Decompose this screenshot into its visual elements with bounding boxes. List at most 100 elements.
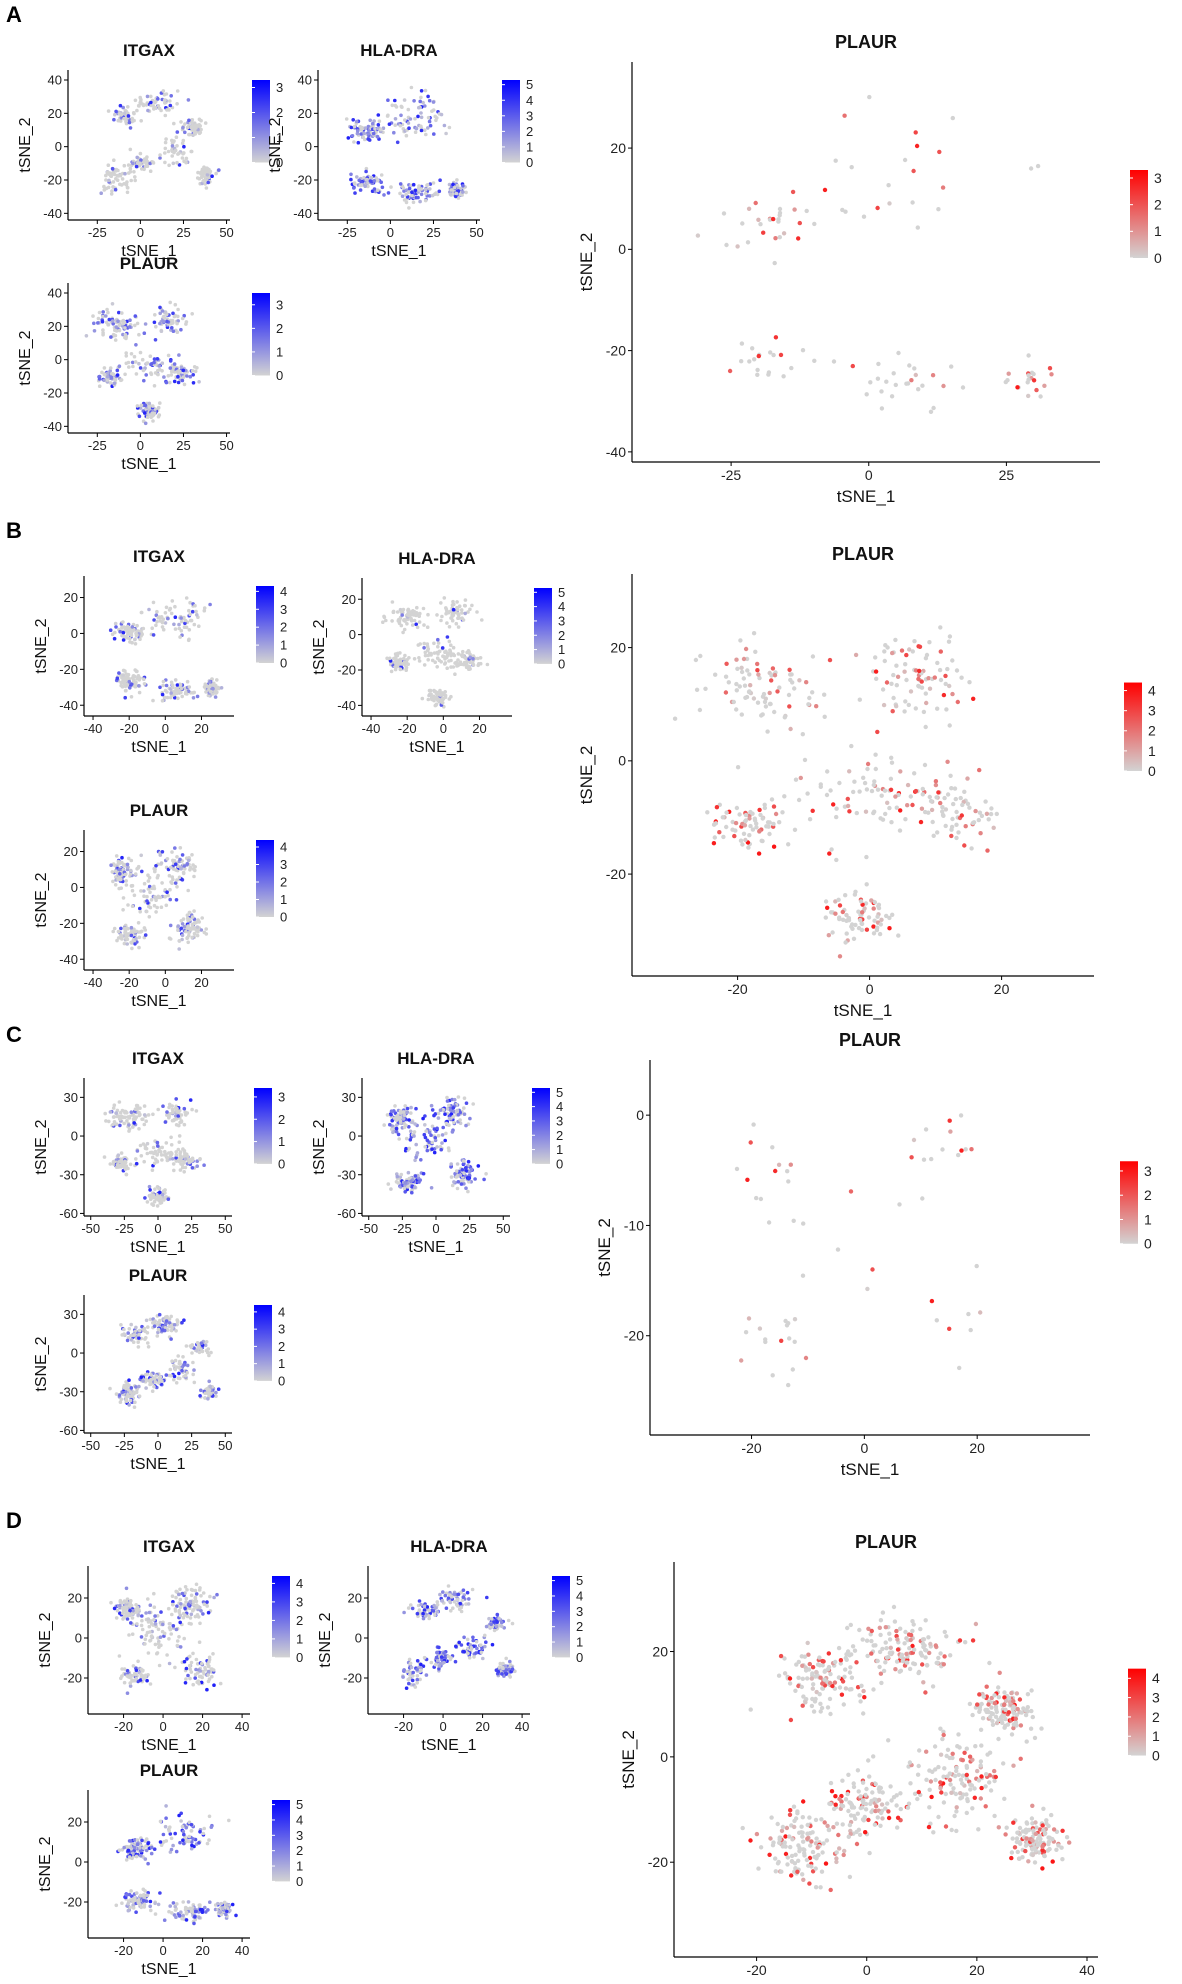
cell-point	[467, 1597, 471, 1601]
cell-point	[176, 374, 180, 379]
cell-point	[133, 98, 138, 103]
cell-point	[91, 314, 95, 318]
cell-point	[92, 321, 96, 326]
cell-point	[449, 188, 454, 192]
cell-point	[121, 679, 125, 683]
cell-point	[941, 383, 946, 389]
x-tick-label: -40	[84, 975, 103, 990]
y-tick-label: -60	[59, 1423, 78, 1438]
cell-point	[195, 613, 199, 617]
cell-point	[126, 903, 130, 907]
cell-point	[897, 828, 903, 833]
cell-point	[772, 709, 777, 715]
cell-point	[158, 1375, 162, 1380]
colorbar-tick-label: 2	[276, 321, 283, 336]
cell-point	[172, 121, 176, 126]
cell-point	[159, 1153, 164, 1157]
cell-point	[197, 380, 201, 384]
cell-point	[210, 1674, 214, 1679]
cell-point	[122, 863, 126, 868]
cell-point	[150, 1389, 155, 1393]
cell-point	[935, 706, 940, 711]
cell-point	[948, 1129, 953, 1134]
cell-point	[771, 352, 776, 358]
cell-point	[890, 650, 895, 656]
cell-point	[861, 214, 867, 219]
colorbar-tick-label: 4	[558, 599, 565, 614]
cell-point	[111, 322, 115, 326]
cell-point	[364, 169, 368, 174]
cell-point	[433, 660, 438, 664]
cell-point	[393, 1104, 397, 1108]
cell-point	[181, 151, 185, 156]
x-axis-label: tSNE_1	[131, 739, 186, 756]
cell-point	[109, 1600, 113, 1605]
cell-point	[394, 1129, 399, 1134]
cell-point	[739, 669, 745, 675]
cell-point	[122, 1327, 126, 1332]
cell-point	[857, 789, 862, 794]
cell-point	[113, 187, 118, 192]
cell-point	[177, 1361, 182, 1366]
x-tick-label: 50	[219, 438, 233, 453]
cell-point	[175, 144, 179, 148]
y-tick-label: -40	[59, 952, 78, 967]
cell-point	[186, 1603, 191, 1607]
cell-point	[168, 1367, 173, 1372]
cell-point	[178, 635, 182, 639]
cell-point	[395, 610, 400, 614]
cell-point	[129, 631, 134, 636]
cell-point	[450, 1183, 455, 1188]
cell-point	[182, 382, 187, 387]
cell-point	[176, 319, 180, 323]
cell-point	[173, 678, 178, 682]
cell-point	[128, 1608, 132, 1613]
cell-point	[943, 673, 948, 679]
cell-point	[1034, 387, 1039, 393]
y-tick-label: -20	[59, 916, 78, 931]
cell-point	[746, 206, 752, 211]
cell-point	[979, 813, 985, 819]
cell-point	[140, 1627, 145, 1632]
cell-point	[127, 325, 132, 329]
cell-point	[949, 833, 954, 839]
cell-point	[896, 933, 901, 938]
cell-point	[119, 877, 123, 882]
cell-point	[166, 616, 170, 621]
cell-point	[129, 1322, 133, 1327]
cell-point	[800, 348, 806, 353]
cell-point	[400, 194, 405, 198]
y-tick-label: -10	[624, 1217, 644, 1233]
cell-point	[893, 794, 898, 799]
cell-point	[187, 608, 191, 613]
y-tick-label: 30	[342, 1090, 356, 1105]
cell-point	[170, 850, 174, 854]
x-tick-label: -50	[81, 1221, 100, 1236]
cell-point	[954, 668, 960, 673]
cell-point	[418, 99, 423, 104]
cell-point	[118, 1117, 122, 1121]
cell-point	[889, 760, 895, 765]
cell-point	[144, 1377, 148, 1382]
cell-point	[413, 1174, 418, 1178]
cell-point	[206, 1669, 211, 1674]
cell-point	[151, 404, 155, 408]
cell-point	[858, 899, 864, 904]
cell-point	[932, 675, 937, 680]
cell-point	[213, 695, 218, 699]
cell-point	[130, 360, 135, 365]
cell-point	[197, 123, 201, 127]
cell-point	[908, 689, 914, 694]
cell-point	[114, 1122, 119, 1126]
cell-point	[844, 931, 849, 936]
cell-point	[423, 1145, 428, 1149]
cell-point	[891, 371, 896, 376]
cell-point	[806, 702, 811, 707]
cell-point	[137, 690, 142, 695]
x-axis-label: tSNE_1	[141, 1737, 196, 1754]
cell-point	[192, 1368, 196, 1372]
cell-point	[106, 322, 111, 327]
cell-point	[451, 665, 456, 669]
colorbar-tick-label: 2	[276, 105, 283, 120]
cell-point	[110, 189, 114, 193]
